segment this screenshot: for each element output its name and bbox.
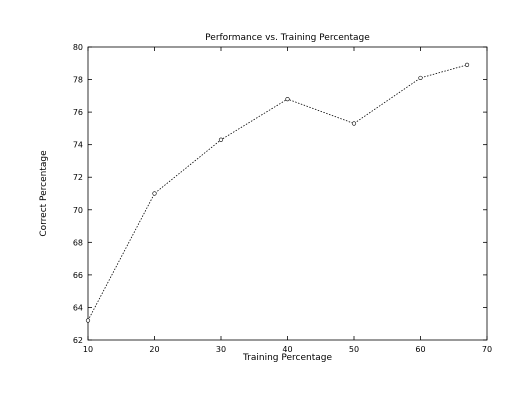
y-tick-label: 62 <box>73 336 83 345</box>
data-point <box>464 62 470 68</box>
y-tick-label: 66 <box>73 271 83 280</box>
data-point <box>218 137 224 142</box>
chart-title: Performance vs. Training Percentage <box>205 33 370 43</box>
x-axis-label: Training Percentage <box>242 353 332 363</box>
y-tick-label: 76 <box>73 108 83 117</box>
x-tick-label: 30 <box>216 345 226 354</box>
y-tick-label: 68 <box>73 238 83 247</box>
x-tick-label: 50 <box>349 345 359 354</box>
y-tick-label: 80 <box>73 43 83 52</box>
y-axis-label: Correct Percentage <box>39 150 49 237</box>
y-tick-label: 78 <box>73 76 83 85</box>
x-tick-label: 70 <box>482 345 492 354</box>
plot-frame <box>87 46 488 341</box>
x-tick-label: 10 <box>83 345 93 354</box>
y-tick-label: 64 <box>73 303 83 312</box>
x-tick-label: 20 <box>149 345 159 354</box>
data-point <box>152 191 157 196</box>
y-tick-label: 70 <box>73 206 83 215</box>
data-point <box>351 121 357 126</box>
data-point <box>418 75 423 81</box>
y-tick-label: 74 <box>73 141 83 150</box>
y-axis: 62 64 66 68 70 72 74 76 78 80 <box>73 43 487 345</box>
data-point <box>85 318 91 323</box>
x-axis: 10 20 30 40 50 60 70 <box>83 47 492 354</box>
data-point <box>285 96 290 102</box>
y-tick-label: 72 <box>73 173 83 182</box>
series-line <box>87 64 468 321</box>
series-layer <box>85 62 470 323</box>
x-tick-label: 60 <box>415 345 425 354</box>
x-tick-label: 40 <box>282 345 292 354</box>
